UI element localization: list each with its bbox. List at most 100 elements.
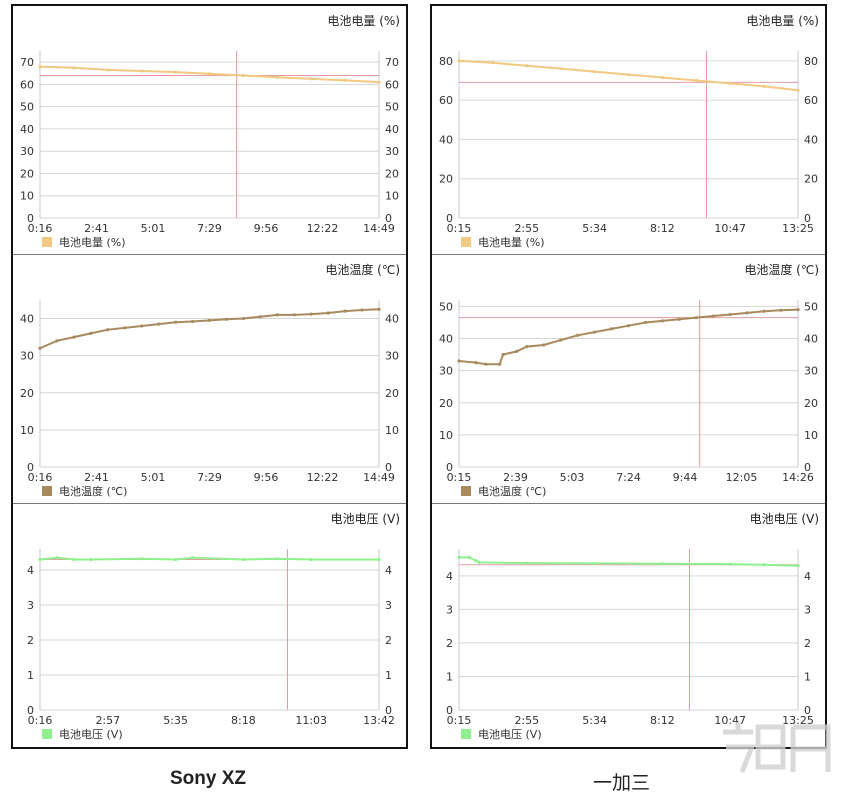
x-tick-label: 5:34 xyxy=(582,222,607,235)
data-point xyxy=(55,339,59,343)
data-point xyxy=(377,80,381,84)
sony-battery-level-panel: 电池电量 (%) 0 0 10 10 20 20 30 30 40 40 50 50 60 60 70 70 0:… xyxy=(13,6,406,255)
data-point xyxy=(474,559,478,563)
x-tick-label: 2:41 xyxy=(84,471,109,484)
data-point xyxy=(779,308,783,312)
data-point xyxy=(593,561,597,566)
x-tick-label: 5:01 xyxy=(141,222,166,235)
legend-label: 电池温度 (℃) xyxy=(478,484,546,498)
legend-swatch xyxy=(42,729,52,739)
y-tick-label-left: 30 xyxy=(20,145,34,158)
data-point xyxy=(360,308,364,312)
data-point xyxy=(559,338,563,342)
x-tick-label: 0:15 xyxy=(447,714,472,727)
chart-title: 电池温度 (℃) xyxy=(744,262,819,277)
y-tick-label-right: 0 xyxy=(804,461,811,474)
x-tick-label: 12:22 xyxy=(307,222,339,235)
x-tick-label: 0:16 xyxy=(28,471,53,484)
data-point xyxy=(593,330,597,334)
data-point xyxy=(498,362,502,366)
data-point xyxy=(559,67,563,71)
data-point xyxy=(745,311,749,315)
watermark-logo xyxy=(723,722,831,773)
legend-swatch xyxy=(461,486,471,496)
x-tick-label: 7:24 xyxy=(616,471,641,484)
y-tick-label-left: 3 xyxy=(27,599,34,612)
x-tick-label: 8:18 xyxy=(231,714,256,727)
y-tick-label-left: 0 xyxy=(446,461,453,474)
y-tick-label-right: 0 xyxy=(385,704,392,717)
data-point xyxy=(174,557,178,562)
x-tick-label: 5:34 xyxy=(582,714,607,727)
data-point xyxy=(457,555,461,559)
y-tick-label-left: 10 xyxy=(20,424,34,437)
data-point xyxy=(467,555,471,559)
legend-label: 电池电压 (V) xyxy=(59,728,123,741)
x-tick-label: 0:16 xyxy=(28,714,53,727)
x-tick-label: 0:16 xyxy=(28,222,53,235)
x-tick-label: 12:05 xyxy=(726,471,758,484)
data-point xyxy=(275,75,279,79)
data-point xyxy=(660,562,664,566)
y-tick-label-right: 20 xyxy=(804,397,818,410)
data-point xyxy=(140,69,144,73)
data-point xyxy=(38,557,42,562)
y-tick-label-right: 70 xyxy=(385,56,399,69)
sony-battery-voltage-panel: 电池电压 (V) 0 0 1 1 2 2 3 3 4 4 0:16 2:57 5:35 8:18 11:03 1… xyxy=(13,504,406,747)
data-point xyxy=(174,70,178,74)
legend-label: 电池电量 (%) xyxy=(478,236,545,249)
data-point xyxy=(258,315,262,319)
y-tick-label-right: 0 xyxy=(385,212,392,225)
data-point xyxy=(207,318,212,323)
y-tick-label-right: 50 xyxy=(804,300,818,313)
y-tick-label-left: 60 xyxy=(20,78,34,91)
x-tick-label: 14:49 xyxy=(363,222,395,235)
y-tick-label-right: 3 xyxy=(804,603,811,616)
data-point xyxy=(762,563,766,567)
x-tick-label: 5:03 xyxy=(560,471,585,484)
x-tick-label: 9:56 xyxy=(254,222,279,235)
data-point xyxy=(457,359,461,363)
y-tick-label-right: 4 xyxy=(804,570,811,583)
data-point xyxy=(190,319,195,324)
data-point xyxy=(157,322,161,326)
data-point xyxy=(106,328,110,332)
data-point xyxy=(525,344,529,349)
sony-battery-temp-panel: 电池温度 (℃) 0 0 10 10 20 20 30 30 40 40 0:16 2:41 5:01 7:… xyxy=(13,255,406,504)
x-tick-label: 12:22 xyxy=(307,471,339,484)
y-tick-label-left: 0 xyxy=(27,212,34,225)
y-tick-label-left: 50 xyxy=(439,300,453,313)
y-tick-label-left: 2 xyxy=(27,634,34,647)
legend-label: 电池电压 (V) xyxy=(478,728,542,741)
y-tick-label-right: 20 xyxy=(804,173,818,186)
data-point xyxy=(72,335,76,339)
data-point xyxy=(694,316,698,320)
y-tick-label-right: 30 xyxy=(385,350,399,363)
data-point xyxy=(542,343,546,347)
oneplus-battery-voltage-chart: 电池电压 (V)0 01 12 23 34 40:15 2:55 5:34 8:12 10:47 1… xyxy=(446,512,819,741)
y-tick-label-left: 10 xyxy=(439,429,453,442)
y-tick-label-right: 0 xyxy=(385,461,392,474)
sony-battery-voltage-chart: 电池电压 (V) 0 0 1 1 2 2 3 3 4 4 0:16 2:57 5:35 8:18 11:03 1… xyxy=(27,512,400,741)
x-tick-label: 2:41 xyxy=(84,222,109,235)
y-tick-label-right: 4 xyxy=(385,564,392,577)
data-point xyxy=(711,314,715,318)
legend-swatch xyxy=(42,237,52,247)
sony-battery-level-chart: 电池电量 (%) 0 0 10 10 20 20 30 30 40 40 50 50 60 60 70 70 0:… xyxy=(20,14,400,249)
data-point xyxy=(728,312,732,317)
data-point xyxy=(140,557,144,561)
data-point xyxy=(796,88,800,92)
y-tick-label-right: 1 xyxy=(804,670,811,683)
data-point xyxy=(728,81,732,86)
x-tick-label: 13:42 xyxy=(363,714,395,727)
y-tick-label-left: 0 xyxy=(446,212,453,225)
x-tick-label: 2:39 xyxy=(503,471,528,484)
chart-title: 电池电量 (%) xyxy=(746,14,819,28)
sony-xz-column: 电池电量 (%) 0 0 10 10 20 20 30 30 40 40 50 50 60 60 70 70 0:… xyxy=(11,4,408,749)
y-tick-label-right: 60 xyxy=(385,78,399,91)
data-point xyxy=(484,362,488,366)
data-point xyxy=(457,59,461,63)
y-tick-label-left: 4 xyxy=(446,570,453,583)
oneplus-battery-temp-panel: 电池温度 (℃) 0 0 10 10 20 20 30 30 40 40 50 50 0:15 2:39 5:… xyxy=(432,255,825,504)
x-tick-label: 7:29 xyxy=(197,471,222,484)
